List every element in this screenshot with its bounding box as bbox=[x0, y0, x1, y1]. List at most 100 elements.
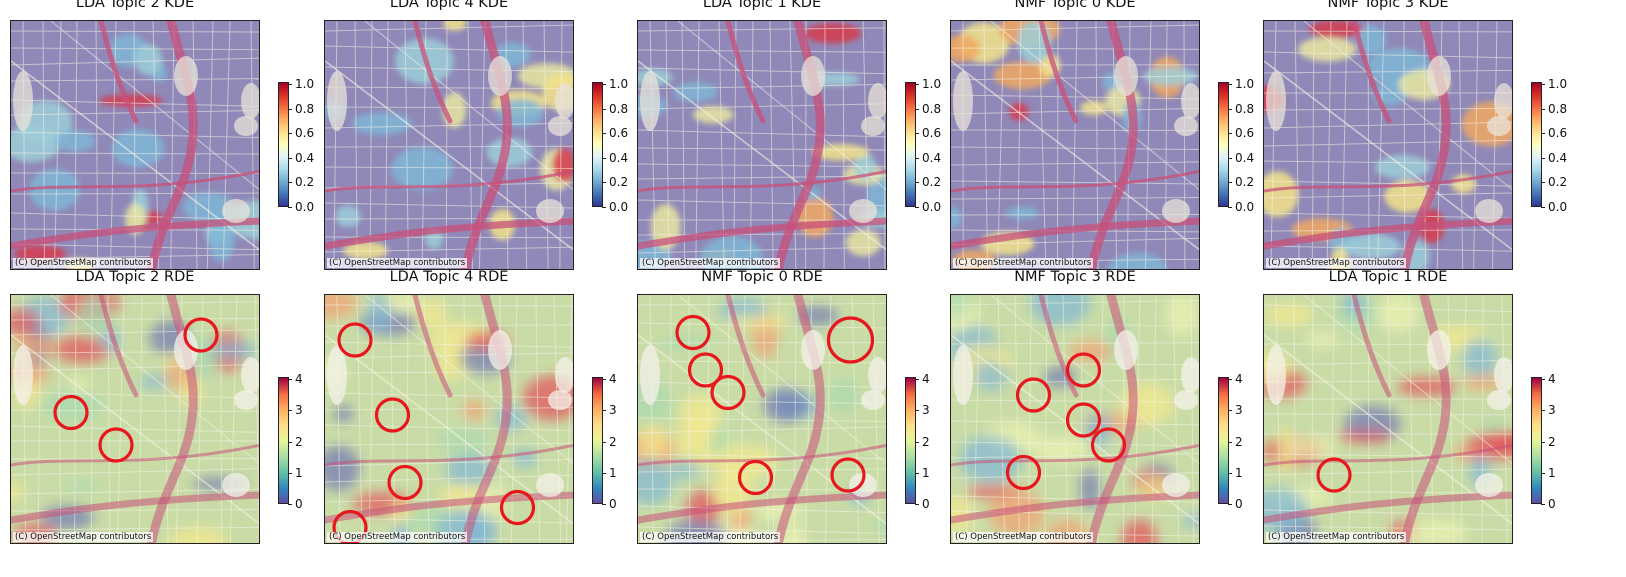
hotspot-circle bbox=[830, 457, 866, 493]
panel-title: LDA Topic 4 KDE bbox=[389, 0, 509, 11]
hotspot-circle bbox=[1015, 377, 1052, 413]
colorbar-tick-label: 3 bbox=[1235, 403, 1243, 418]
panel-title: LDA Topic 4 RDE bbox=[389, 269, 509, 285]
map-attribution: (C) OpenStreetMap contributors bbox=[13, 532, 154, 542]
colorbar-tick-label: 0.0 bbox=[922, 200, 942, 214]
colorbar-tick-label: 0.0 bbox=[609, 200, 629, 214]
hotspot-circle bbox=[98, 427, 134, 463]
colorbar-tick-label: 2 bbox=[922, 434, 930, 449]
rde-map-panel: LDA Topic 4 RDE (C) OpenStreetMap contrib… bbox=[324, 269, 632, 544]
colorbar-tick-label: 2 bbox=[1548, 434, 1556, 449]
colorbar-tick-label: 3 bbox=[295, 403, 303, 418]
colorbar-tick-label: 0.8 bbox=[1235, 101, 1255, 116]
colorbar-tick-label: 4 bbox=[609, 372, 617, 386]
map-image bbox=[1264, 295, 1512, 543]
panel-title: NMF Topic 0 KDE bbox=[1014, 0, 1136, 11]
hotspot-circle bbox=[53, 394, 89, 431]
heat-map: (C) OpenStreetMap contributors bbox=[637, 294, 887, 544]
kde-map-panel: NMF Topic 3 KDE (C) OpenStreetMap contrib… bbox=[1263, 0, 1571, 270]
map-attribution: (C) OpenStreetMap contributors bbox=[327, 258, 468, 268]
panel-title: LDA Topic 1 RDE bbox=[1328, 269, 1448, 285]
colorbar-tick-label: 2 bbox=[295, 434, 303, 449]
map-attribution: (C) OpenStreetMap contributors bbox=[640, 258, 781, 268]
colorbar-tick-label: 0 bbox=[609, 497, 617, 511]
colorbar-tick-label: 2 bbox=[609, 434, 617, 449]
map-attribution: (C) OpenStreetMap contributors bbox=[953, 532, 1094, 542]
colorbar-tick-label: 0.6 bbox=[1548, 126, 1568, 141]
colorbar-tick-label: 4 bbox=[1235, 372, 1243, 386]
hotspot-circle bbox=[737, 459, 774, 496]
map-attribution: (C) OpenStreetMap contributors bbox=[1266, 532, 1407, 542]
panel-title: NMF Topic 3 KDE bbox=[1327, 0, 1449, 11]
colorbar-tick-label: 0.2 bbox=[1548, 175, 1568, 190]
heat-map: (C) OpenStreetMap contributors bbox=[950, 20, 1200, 270]
heat-map: (C) OpenStreetMap contributors bbox=[324, 20, 574, 270]
hotspot-circle bbox=[337, 322, 373, 358]
colorbar-tick-label: 0.8 bbox=[609, 101, 629, 116]
hotspot-circle bbox=[826, 316, 875, 364]
colorbar-tick-label: 0.2 bbox=[295, 175, 315, 190]
colorbar-tick-label: 0 bbox=[1235, 497, 1243, 511]
colorbar-tick-label: 0.8 bbox=[1548, 101, 1568, 116]
map-image bbox=[325, 21, 573, 269]
hotspot-circle bbox=[499, 489, 536, 526]
colorbar-tick-label: 0.0 bbox=[295, 200, 315, 214]
heat-map: (C) OpenStreetMap contributors bbox=[1263, 20, 1513, 270]
map-attribution: (C) OpenStreetMap contributors bbox=[1266, 258, 1407, 268]
kde-map-panel: LDA Topic 4 KDE (C) OpenStreetMap contrib… bbox=[324, 0, 632, 270]
colorbar: 0.0 0.2 0.4 0.6 0.8 1.0 bbox=[592, 77, 628, 214]
hotspot-circle bbox=[1065, 352, 1102, 388]
map-image bbox=[951, 295, 1199, 543]
map-image bbox=[325, 295, 573, 543]
colorbar-tick-label: 1 bbox=[1548, 465, 1556, 480]
hotspot-circle bbox=[183, 317, 219, 353]
colorbar-tick-label: 1 bbox=[1235, 465, 1243, 480]
colorbar-tick-label: 0.4 bbox=[1548, 150, 1568, 165]
hotspot-circle bbox=[1090, 427, 1127, 463]
colorbar-tick-label: 0.2 bbox=[922, 175, 942, 190]
colorbar: 0.0 0.2 0.4 0.6 0.8 1.0 bbox=[278, 77, 314, 214]
colorbar-tick-label: 2 bbox=[1235, 434, 1243, 449]
colorbar: 0 1 2 3 4 bbox=[1531, 372, 1556, 511]
colorbar-tick-label: 0.4 bbox=[609, 150, 629, 165]
hotspot-circle bbox=[387, 464, 423, 501]
heat-map: (C) OpenStreetMap contributors bbox=[324, 294, 574, 544]
hotspot-circle bbox=[687, 352, 724, 388]
hotspot-circle bbox=[374, 397, 411, 433]
colorbar-tick-label: 0.6 bbox=[295, 126, 315, 141]
colorbar-tick-label: 1.0 bbox=[1235, 77, 1255, 91]
colorbar-tick-label: 4 bbox=[922, 372, 930, 386]
hotspot-circle bbox=[1005, 454, 1042, 491]
panel-title: LDA Topic 1 KDE bbox=[702, 0, 822, 11]
colorbar-tick-label: 0.6 bbox=[1235, 126, 1255, 141]
colorbar: 0 1 2 3 4 bbox=[278, 372, 303, 511]
colorbar-tick-label: 0.4 bbox=[1235, 150, 1255, 165]
heat-map: (C) OpenStreetMap contributors bbox=[950, 294, 1200, 544]
colorbar-tick-label: 1 bbox=[609, 465, 617, 480]
colorbar: 0.0 0.2 0.4 0.6 0.8 1.0 bbox=[905, 77, 941, 214]
panel-title: NMF Topic 0 RDE bbox=[701, 269, 823, 285]
colorbar-tick-label: 0.6 bbox=[922, 126, 942, 141]
colorbar: 0.0 0.2 0.4 0.6 0.8 1.0 bbox=[1531, 77, 1567, 214]
colorbar-tick-label: 4 bbox=[295, 372, 303, 386]
colorbar-tick-label: 0.2 bbox=[1235, 175, 1255, 190]
hotspot-circle bbox=[675, 314, 711, 351]
colorbar-tick-label: 1.0 bbox=[609, 77, 629, 91]
map-attribution: (C) OpenStreetMap contributors bbox=[640, 532, 781, 542]
colorbar-tick-label: 3 bbox=[1548, 403, 1556, 418]
kde-map-panel: LDA Topic 2 KDE (C) OpenStreetMap contrib… bbox=[10, 0, 318, 270]
rde-map-panel: LDA Topic 1 RDE (C) OpenStreetMap contrib… bbox=[1263, 269, 1571, 544]
panel-title: NMF Topic 3 RDE bbox=[1014, 269, 1136, 285]
colorbar-tick-label: 0.4 bbox=[922, 150, 942, 165]
panel-title: LDA Topic 2 RDE bbox=[75, 269, 195, 285]
map-image bbox=[638, 295, 886, 543]
map-attribution: (C) OpenStreetMap contributors bbox=[13, 258, 154, 268]
colorbar-tick-label: 0 bbox=[922, 497, 930, 511]
colorbar: 0 1 2 3 4 bbox=[905, 372, 930, 511]
rde-map-panel: LDA Topic 2 RDE (C) OpenStreetMap contrib… bbox=[10, 269, 318, 544]
colorbar-tick-label: 0 bbox=[1548, 497, 1556, 511]
colorbar-tick-label: 0.0 bbox=[1235, 200, 1255, 214]
map-image bbox=[1264, 21, 1512, 269]
colorbar-tick-label: 0.8 bbox=[922, 101, 942, 116]
map-attribution: (C) OpenStreetMap contributors bbox=[953, 258, 1094, 268]
